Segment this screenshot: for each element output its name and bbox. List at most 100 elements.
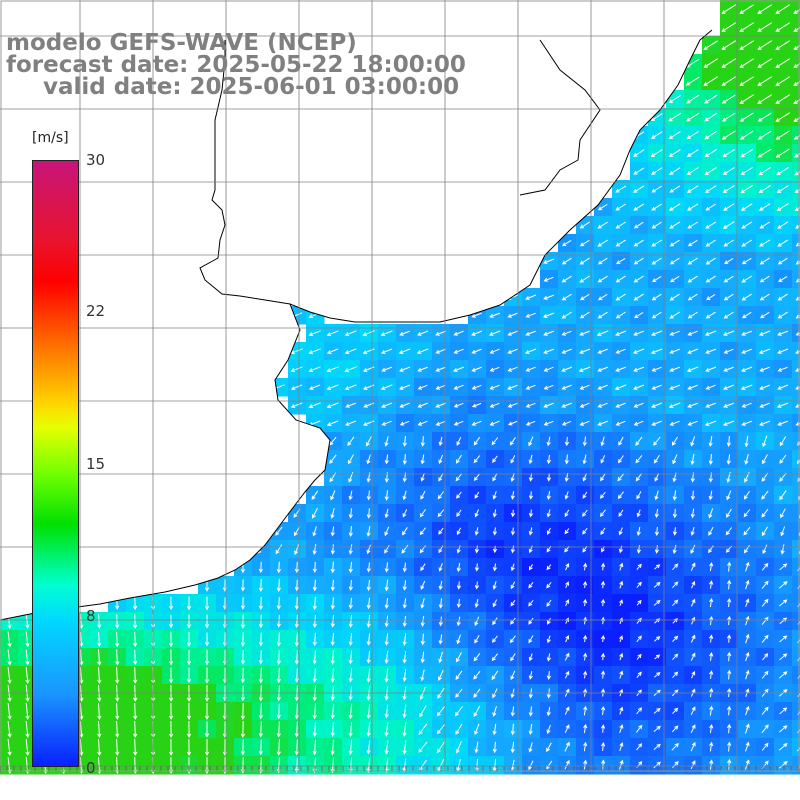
wind-arrow (186, 596, 192, 611)
wind-arrow (761, 706, 769, 715)
wind-arrow (474, 491, 480, 499)
wind-arrow (779, 617, 788, 625)
wind-arrow (436, 706, 445, 717)
wind-arrow (618, 436, 624, 446)
wind-arrow (583, 652, 588, 661)
wind-arrow (794, 207, 800, 212)
wind-arrow (507, 312, 518, 318)
wind-arrow (780, 508, 786, 519)
wind-arrow (402, 490, 407, 501)
wind-arrow (672, 563, 679, 571)
wind-arrow (528, 706, 533, 717)
wind-arrow (636, 599, 642, 606)
wind-arrow (344, 384, 357, 391)
wind-arrow (633, 384, 645, 390)
wind-arrow (741, 348, 752, 354)
wind-arrow (276, 632, 281, 647)
wind-arrow (366, 615, 371, 628)
wind-arrow (380, 330, 393, 336)
wind-arrow (492, 455, 498, 463)
wind-arrow (726, 651, 732, 662)
wind-arrow (438, 669, 444, 681)
wind-arrow (597, 293, 608, 301)
wind-arrow (528, 564, 533, 571)
wind-arrow (739, 76, 755, 86)
wind-arrow (115, 614, 120, 629)
wind-arrow (510, 653, 516, 662)
wind-arrow (437, 509, 445, 518)
wind-arrow (723, 384, 735, 390)
wind-arrow (348, 614, 353, 629)
wind-arrow (582, 454, 587, 465)
wind-arrow (489, 312, 501, 318)
wind-arrow (453, 420, 464, 426)
wind-arrow (633, 275, 644, 283)
wind-cell (792, 162, 800, 181)
wind-arrow (651, 384, 662, 390)
wind-arrow (402, 651, 407, 664)
wind-arrow (402, 454, 407, 465)
wind-cell (792, 594, 800, 613)
wind-arrow (669, 167, 681, 175)
wind-arrow (687, 384, 698, 390)
wind-arrow (721, 94, 736, 104)
wind-arrow (651, 239, 663, 247)
wind-arrow (258, 667, 263, 684)
wind-arrow (690, 706, 696, 716)
wind-arrow (384, 526, 390, 537)
wind-arrow (761, 490, 769, 500)
wind-arrow (779, 563, 788, 571)
wind-arrow (492, 473, 498, 482)
wind-arrow (438, 651, 443, 664)
wind-arrow (633, 330, 644, 336)
wind-arrow (761, 634, 769, 643)
lat-lon-grid (0, 0, 800, 772)
wind-cell (792, 252, 800, 271)
wind-arrow (546, 581, 552, 589)
wind-arrow (564, 741, 570, 752)
wind-arrow (690, 598, 696, 607)
wind-arrow (326, 402, 339, 409)
wind-arrow (600, 580, 606, 589)
wind-arrow (330, 633, 335, 646)
wind-arrow (543, 420, 554, 426)
wind-arrow (510, 527, 516, 536)
wind-arrow (564, 724, 570, 734)
wind-arrow (600, 598, 606, 607)
wind-arrow (704, 148, 717, 158)
wind-arrow (326, 384, 339, 391)
wind-cell (792, 666, 800, 685)
wind-arrow (455, 741, 462, 754)
wind-arrow (186, 738, 192, 757)
wind-arrow (600, 634, 606, 643)
wind-arrow (418, 723, 428, 735)
wind-arrow (776, 402, 789, 408)
wind-arrow (599, 491, 606, 499)
wind-arrow (739, 40, 755, 50)
wind-arrow (687, 348, 699, 354)
wind-arrow (597, 311, 608, 319)
wind-arrow (761, 598, 769, 607)
wind-arrow (294, 632, 299, 647)
wind-cell (792, 468, 800, 487)
wind-arrow (739, 22, 755, 32)
wind-arrow (654, 636, 661, 642)
wind-arrow (579, 402, 590, 408)
wind-arrow (672, 581, 679, 589)
forecast-date: forecast date: 2025-05-22 18:00:00 (6, 52, 466, 78)
wind-arrow (759, 257, 770, 265)
wind-arrow (347, 436, 355, 447)
wind-arrow (329, 454, 337, 464)
wind-arrow (582, 473, 587, 482)
wind-arrow (420, 669, 425, 682)
wind-arrow (597, 275, 608, 283)
wind-arrow (456, 491, 462, 499)
wind-arrow (294, 650, 299, 665)
wind-arrow (546, 436, 551, 447)
wind-arrow (578, 366, 591, 372)
wind-arrow (709, 634, 714, 643)
wind-arrow (330, 561, 335, 574)
wind-arrow (776, 203, 789, 212)
wind-arrow (384, 722, 389, 737)
wind-arrow (793, 27, 800, 32)
